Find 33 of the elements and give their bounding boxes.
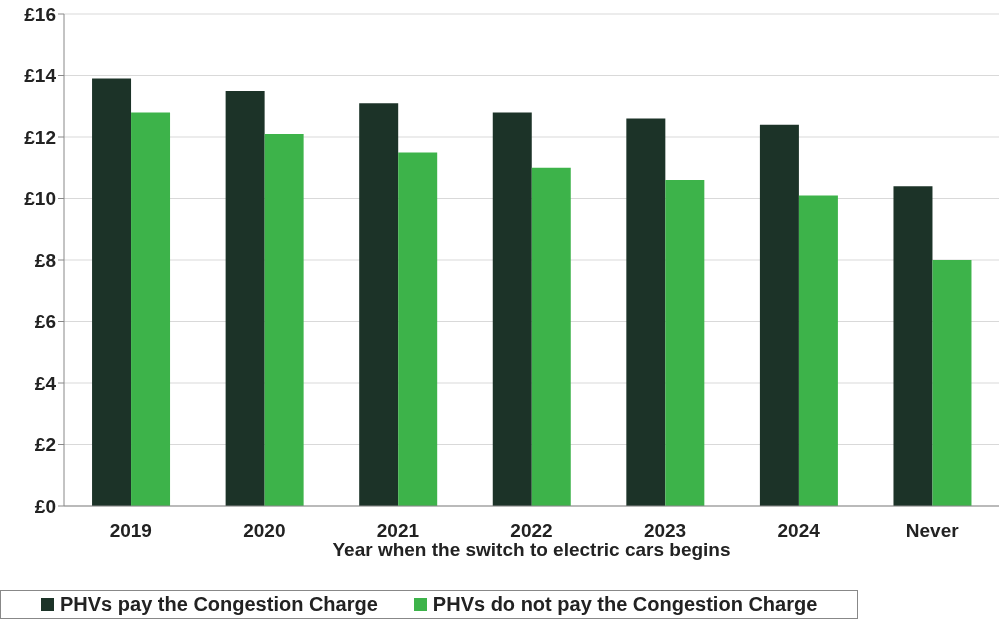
bar: [359, 103, 399, 506]
x-tick-label: 2024: [777, 520, 821, 542]
bar: [798, 195, 838, 506]
bar: [893, 186, 933, 506]
bar: [531, 167, 571, 506]
x-tick-label: 2022: [510, 520, 553, 542]
y-tick-label: £16: [24, 3, 56, 25]
bar: [492, 112, 532, 506]
x-tick-label: 2021: [376, 520, 420, 542]
y-tick-label: £2: [34, 434, 56, 456]
y-tick-label: £8: [34, 249, 56, 271]
bar: [225, 90, 265, 506]
legend-label: PHVs pay the Congestion Charge: [59, 593, 378, 616]
legend-label: PHVs do not pay the Congestion Charge: [431, 593, 818, 616]
bar: [626, 118, 666, 506]
y-tick-label: £14: [24, 65, 57, 87]
x-axis-title: Year when the switch to electric cars begins: [332, 539, 731, 560]
bar: [932, 260, 972, 506]
y-tick-label: £10: [24, 188, 56, 210]
bar: [92, 78, 132, 506]
bar: [398, 152, 438, 506]
x-tick-label: Never: [905, 520, 960, 542]
bar: [665, 180, 705, 506]
x-tick-label: 2023: [643, 520, 687, 542]
bar: [759, 124, 799, 506]
x-tick-label: 2020: [243, 520, 286, 542]
y-tick-label: £4: [34, 372, 57, 394]
x-tick-label: 2019: [109, 520, 152, 542]
bar: [131, 112, 171, 506]
y-tick-label: £0: [34, 495, 56, 517]
bar: [264, 133, 304, 506]
y-tick-label: £6: [34, 311, 56, 333]
y-tick-label: £12: [24, 126, 56, 148]
